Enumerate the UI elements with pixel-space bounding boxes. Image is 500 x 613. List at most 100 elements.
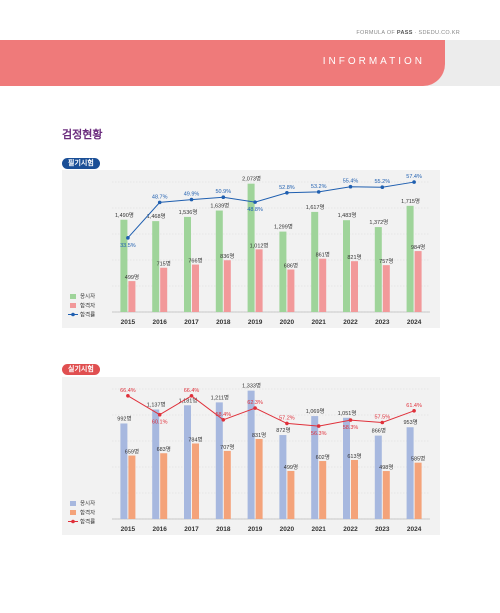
pass-rate-point [380, 420, 385, 425]
passer-bar [287, 269, 295, 312]
passer-data-label: 585명 [411, 456, 425, 463]
passer-bar [382, 265, 390, 312]
x-tick-label: 2024 [407, 319, 422, 326]
passer-bar [192, 443, 199, 519]
pass-rate-label: 61.4% [406, 403, 422, 409]
pass-rate-point [412, 180, 416, 184]
x-tick-label: 2022 [343, 319, 358, 326]
applicant-bar [374, 435, 382, 519]
x-tick-label: 2022 [343, 526, 358, 533]
legend-applicant-swatch [70, 294, 76, 299]
legend-rate-marker [71, 312, 75, 317]
x-tick-label: 2021 [311, 319, 326, 326]
passer-data-label: 499명 [125, 274, 139, 281]
passer-bar [223, 450, 231, 519]
applicant-data-label: 866명 [372, 428, 386, 435]
legend-applicant-label: 응시자 [80, 499, 95, 507]
practical-exam-chart: 992명 659명 2015 1,137명 683명 2016 1,181명 784명 2017… [68, 383, 430, 533]
passer-data-label: 861명 [316, 252, 330, 259]
pass-rate-label: 60.1% [152, 420, 168, 426]
passer-data-label: 686명 [284, 263, 298, 270]
passer-data-label: 831명 [252, 432, 266, 439]
applicant-bar [247, 183, 255, 312]
pass-rate-point [126, 236, 130, 240]
applicant-bar [184, 216, 191, 312]
pass-rate-point [316, 424, 321, 428]
passer-data-label: 715명 [157, 261, 171, 268]
x-tick-label: 2016 [152, 526, 167, 533]
x-tick-label: 2024 [407, 526, 422, 533]
applicant-bar [343, 220, 350, 312]
pass-rate-label: 48.8% [247, 207, 263, 213]
x-tick-label: 2021 [311, 526, 326, 533]
x-tick-label: 2023 [375, 319, 390, 326]
passer-data-label: 757명 [379, 258, 393, 265]
pass-rate-line [127, 181, 415, 239]
x-tick-label: 2015 [121, 526, 136, 533]
passer-bar [128, 455, 136, 519]
passer-bar [160, 453, 168, 519]
applicant-bar [184, 405, 191, 519]
x-tick-label: 2016 [152, 319, 167, 326]
x-tick-label: 2020 [280, 526, 295, 533]
passer-bar [128, 281, 136, 312]
pass-rate-label: 66.4% [120, 388, 136, 394]
pass-rate-point [285, 421, 289, 426]
pass-rate-point [412, 409, 416, 413]
legend-rate-marker [71, 519, 75, 524]
practical-exam-tag: 실기시험 [62, 364, 100, 375]
written-exam-tag: 필기시험 [62, 158, 100, 169]
pass-rate-label: 62.3% [247, 400, 263, 406]
applicant-bar [120, 219, 128, 312]
applicant-bar [215, 210, 223, 312]
header-band [0, 40, 445, 86]
x-tick-label: 2020 [280, 319, 295, 326]
pass-rate-label: 53.2% [311, 184, 327, 190]
legend-applicant-label: 응시자 [80, 292, 95, 300]
applicant-data-label: 1,051명 [338, 410, 357, 417]
pass-rate-label: 56.3% [311, 431, 327, 437]
legend-passer-label: 합격자 [80, 302, 95, 310]
written-exam-chart: 1,490명 499명 2015 1,468명 715명 2016 1,536명 766명 20… [68, 174, 430, 326]
passer-bar [192, 264, 199, 312]
passer-data-label: 659명 [125, 449, 139, 456]
pass-rate-label: 33.5% [120, 243, 136, 249]
pass-rate-label: 57.2% [279, 415, 295, 421]
header-band-text: INFORMATION [322, 56, 425, 67]
legend-rate-label: 합격률 [80, 311, 95, 319]
passer-data-label: 498명 [379, 464, 393, 471]
legend-passer-label: 합격자 [80, 509, 95, 517]
applicant-bar [406, 205, 414, 312]
pass-rate-label: 57.4% [406, 174, 422, 180]
applicant-data-label: 1,299명 [274, 224, 293, 231]
passer-bar [382, 471, 390, 519]
pass-rate-point [157, 412, 162, 417]
applicant-bar [279, 435, 287, 519]
pass-rate-point [253, 200, 257, 204]
x-tick-label: 2018 [216, 319, 231, 326]
applicant-bar [374, 227, 382, 312]
pass-rate-label: 52.8% [279, 185, 295, 191]
passer-data-label: 602명 [316, 454, 330, 461]
applicant-data-label: 1,333명 [242, 383, 261, 390]
page-title: 검정현황 [62, 129, 103, 141]
pass-rate-label: 66.4% [184, 388, 200, 394]
pass-rate-point [348, 184, 353, 189]
passer-data-label: 836명 [220, 253, 234, 260]
applicant-data-label: 1,483명 [338, 212, 357, 219]
pass-rate-label: 49.9% [184, 192, 200, 198]
applicant-bar [152, 409, 160, 519]
pass-rate-point [126, 394, 130, 398]
applicant-data-label: 872명 [276, 427, 290, 434]
passer-data-label: 984명 [411, 244, 425, 251]
pass-rate-label: 58.4% [215, 412, 231, 418]
legend-rate-label: 합격률 [80, 518, 95, 526]
legend-passer-swatch [70, 510, 76, 515]
x-tick-label: 2023 [375, 526, 390, 533]
passer-bar [414, 251, 422, 312]
pass-rate-line [127, 395, 415, 427]
applicant-data-label: 1,211명 [211, 394, 229, 401]
applicant-bar [247, 390, 255, 519]
pass-rate-label: 50.9% [215, 189, 231, 195]
applicant-data-label: 1,181명 [179, 397, 198, 404]
